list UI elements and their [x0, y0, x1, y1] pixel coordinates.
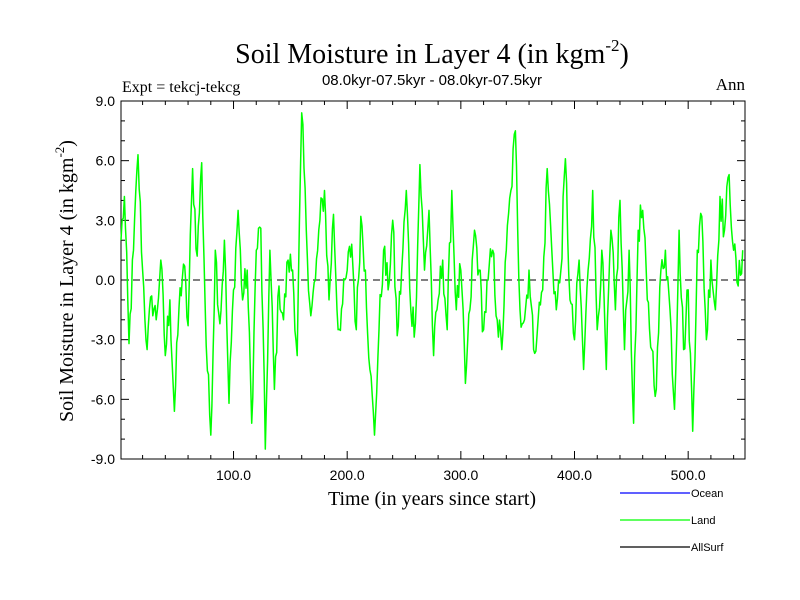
subtitle-center: 08.0kyr-07.5kyr - 08.0kyr-07.5kyr: [322, 72, 542, 89]
legend: Ocean Land AllSurf: [620, 488, 724, 554]
legend-label-land: Land: [691, 515, 715, 527]
series-line-land: [120, 112, 744, 450]
x-tick-label: 200.0: [330, 467, 365, 483]
x-tick-label: 100.0: [216, 467, 251, 483]
x-tick-label: 500.0: [671, 467, 706, 483]
chart-title: Soil Moisture in Layer 4 (in kgm-2): [235, 36, 629, 70]
y-tick-label: 3.0: [96, 212, 116, 228]
y-tick-label: -3.0: [91, 332, 115, 348]
subtitle-right: Ann: [716, 75, 746, 94]
y-tick-label: 9.0: [96, 93, 116, 109]
y-tick-label: -9.0: [91, 451, 115, 467]
x-axis-label: Time (in years since start): [328, 488, 536, 510]
y-tick-label: 6.0: [96, 153, 116, 169]
legend-label-allsurf: AllSurf: [691, 542, 724, 554]
x-tick-label: 400.0: [557, 467, 592, 483]
x-tick-label: 300.0: [443, 467, 478, 483]
y-axis-label: Soil Moisture in Layer 4 (in kgm-2): [52, 140, 78, 422]
y-tick-label: 0.0: [96, 272, 116, 288]
subtitle-left: Expt = tekcj-tekcg: [122, 79, 240, 96]
y-tick-label: -6.0: [91, 391, 115, 407]
legend-label-ocean: Ocean: [691, 488, 723, 500]
